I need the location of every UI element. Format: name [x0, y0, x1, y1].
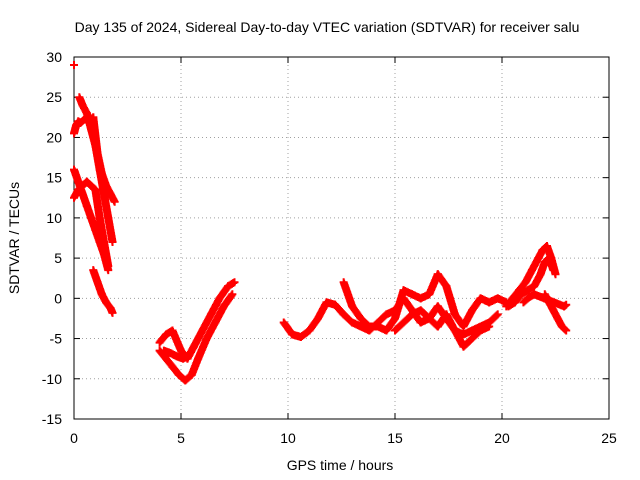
data-point	[185, 350, 194, 359]
y-tick-label: 0	[54, 290, 62, 306]
x-tick-label: 15	[387, 430, 403, 446]
y-tick-label: 5	[54, 250, 62, 266]
data-points	[70, 61, 571, 385]
y-tick-label: 15	[46, 170, 62, 186]
data-point	[110, 197, 119, 206]
chart-title: Day 135 of 2024, Sidereal Day-to-day VTE…	[75, 19, 580, 35]
y-tick-label: 10	[46, 210, 62, 226]
grid-lines	[74, 57, 609, 419]
data-point	[104, 266, 113, 275]
data-point	[562, 300, 571, 309]
data-point	[492, 311, 501, 320]
data-point	[108, 308, 117, 317]
y-tick-label: -15	[42, 411, 62, 427]
y-tick-label: 20	[46, 129, 62, 145]
x-tick-label: 10	[280, 430, 296, 446]
x-tick-label: 25	[601, 430, 617, 446]
y-tick-label: 25	[46, 89, 62, 105]
x-ticks: 0 5 10 15 20 25	[70, 57, 617, 446]
x-tick-label: 5	[177, 430, 185, 446]
data-point	[561, 325, 570, 334]
data-point	[485, 322, 494, 331]
y-tick-label: -5	[50, 331, 63, 347]
x-tick-label: 0	[70, 430, 78, 446]
data-point	[230, 278, 239, 287]
x-tick-label: 20	[494, 430, 510, 446]
y-tick-label: -10	[42, 371, 62, 387]
data-point	[549, 266, 558, 275]
x-axis-label: GPS time / hours	[287, 457, 394, 473]
y-axis-label: SDTVAR / TECUs	[6, 182, 22, 294]
data-point	[108, 238, 117, 247]
data-point	[551, 270, 560, 279]
plot-frame	[73, 56, 610, 420]
y-ticks: -15 -10 -5 0 5 10 15 20 25 30	[42, 49, 609, 427]
y-tick-label: 30	[46, 49, 62, 65]
data-point	[562, 326, 571, 335]
data-point	[70, 61, 78, 70]
data-point	[228, 290, 237, 299]
data-point	[493, 310, 502, 319]
